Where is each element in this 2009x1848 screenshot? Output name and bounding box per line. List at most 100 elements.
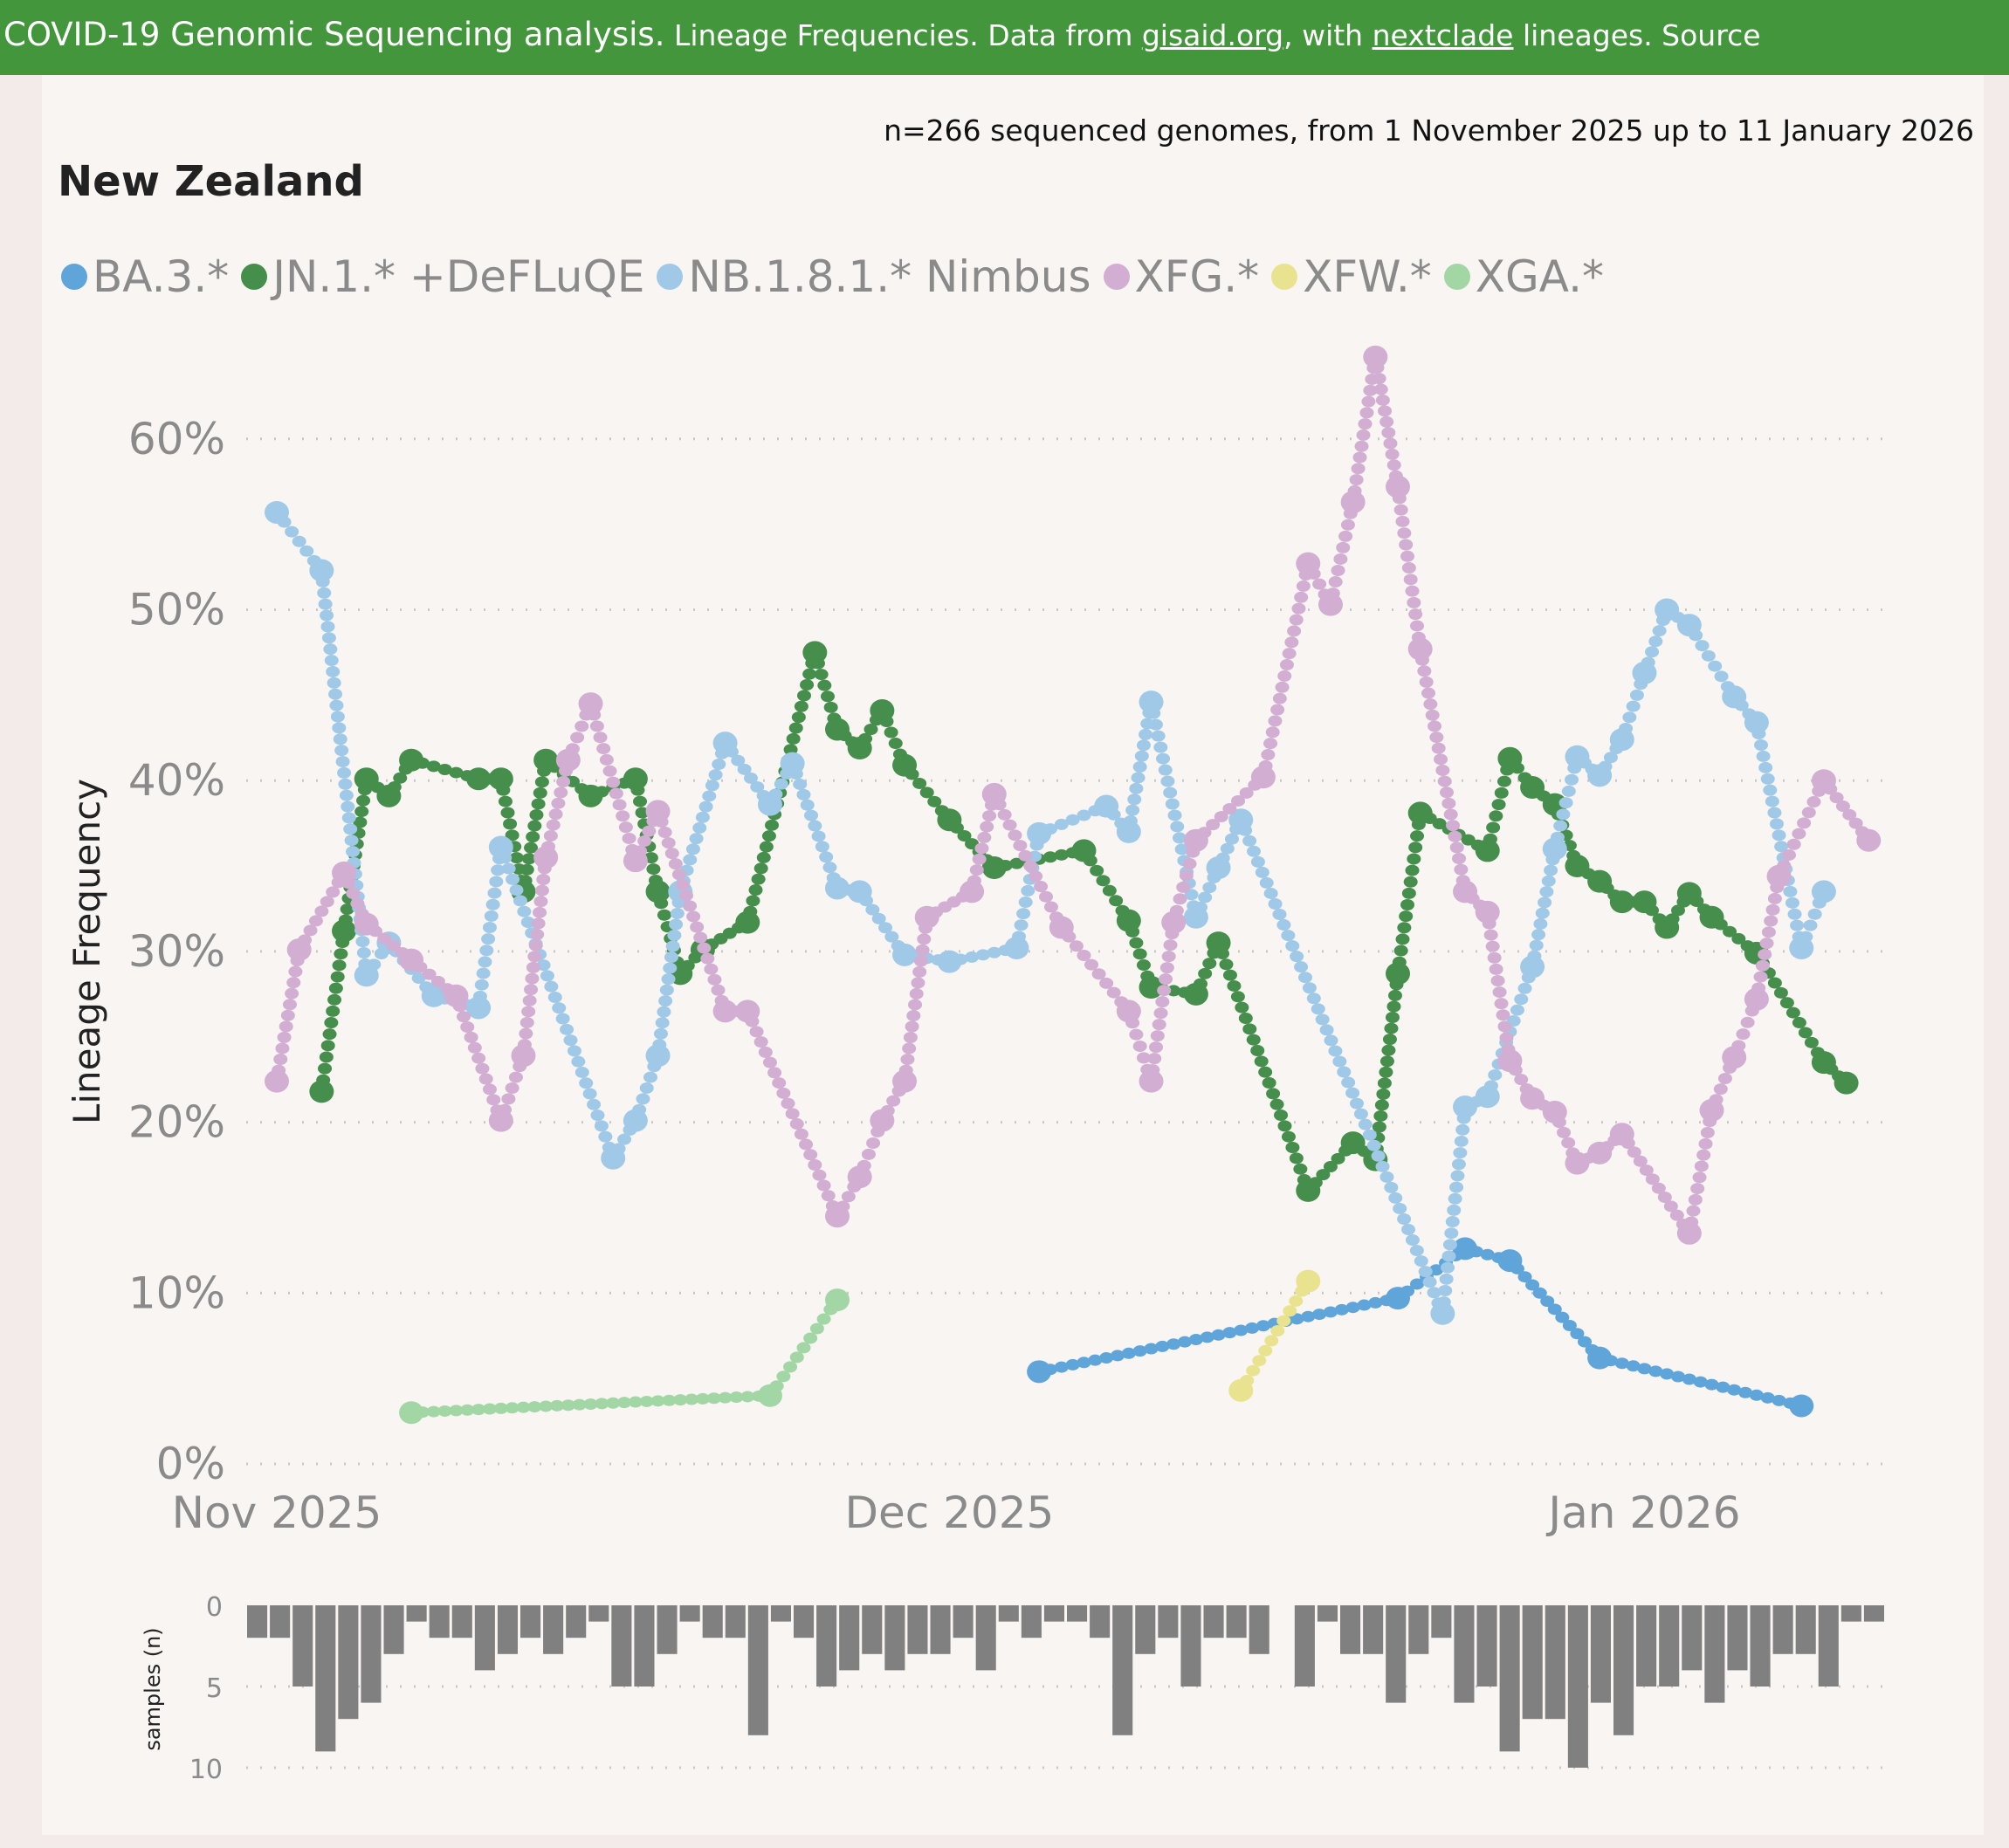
small-point bbox=[595, 1398, 609, 1410]
gisaid-link[interactable]: gisaid.org bbox=[1141, 18, 1284, 52]
data-point bbox=[1655, 916, 1680, 939]
small-point bbox=[437, 763, 452, 775]
small-point bbox=[330, 711, 345, 723]
small-point bbox=[467, 1041, 482, 1054]
data-point bbox=[1340, 1131, 1366, 1155]
small-point bbox=[609, 787, 623, 800]
small-point bbox=[1488, 1068, 1503, 1081]
small-point bbox=[759, 841, 774, 853]
small-point bbox=[1448, 1192, 1462, 1205]
small-point bbox=[1428, 720, 1442, 732]
small-point bbox=[1358, 418, 1373, 430]
data-point bbox=[847, 880, 872, 903]
legend-dot-icon bbox=[1271, 264, 1298, 290]
small-point bbox=[1155, 1340, 1170, 1352]
nextclade-link[interactable]: nextclade bbox=[1372, 18, 1514, 52]
small-point bbox=[1220, 842, 1235, 855]
small-point bbox=[1161, 951, 1176, 963]
small-point bbox=[1289, 1295, 1304, 1307]
legend-item[interactable]: BA.3.* bbox=[61, 251, 229, 302]
small-point bbox=[1496, 1009, 1510, 1021]
small-point bbox=[1009, 857, 1024, 869]
sample-bar bbox=[998, 1605, 1019, 1622]
header-title: COVID-19 Genomic Sequencing analysis. bbox=[3, 16, 665, 53]
small-point bbox=[555, 1013, 570, 1025]
small-point bbox=[657, 909, 671, 921]
small-point bbox=[1319, 1024, 1334, 1036]
small-point bbox=[393, 772, 408, 784]
small-point bbox=[1452, 853, 1467, 865]
small-point bbox=[1275, 681, 1290, 693]
data-point bbox=[399, 948, 424, 972]
small-point bbox=[972, 853, 987, 865]
small-point bbox=[705, 780, 719, 792]
small-point bbox=[671, 869, 686, 881]
small-point bbox=[583, 1398, 598, 1411]
small-point bbox=[781, 1097, 795, 1109]
legend-item[interactable]: JN.1.* +DeFLuQE bbox=[241, 251, 644, 302]
small-point bbox=[326, 886, 341, 898]
data-point bbox=[892, 753, 918, 777]
data-point bbox=[1609, 728, 1634, 752]
small-point bbox=[1198, 891, 1213, 903]
small-point bbox=[1054, 818, 1069, 830]
small-point bbox=[772, 1077, 787, 1089]
small-point bbox=[635, 807, 650, 819]
small-point bbox=[527, 820, 542, 832]
small-point bbox=[686, 910, 701, 923]
small-point bbox=[1539, 886, 1554, 898]
small-point bbox=[1131, 772, 1146, 784]
small-point bbox=[673, 1394, 688, 1406]
legend-item[interactable]: XGA.* bbox=[1443, 251, 1604, 302]
small-point bbox=[1692, 1171, 1707, 1184]
small-point bbox=[708, 769, 723, 781]
small-point bbox=[1449, 842, 1464, 854]
small-point bbox=[1147, 1053, 1162, 1065]
small-point bbox=[1792, 828, 1806, 840]
small-point bbox=[796, 788, 811, 800]
small-point bbox=[667, 930, 682, 942]
small-point bbox=[1174, 843, 1189, 855]
small-point bbox=[1797, 817, 1812, 829]
data-point bbox=[870, 698, 895, 722]
small-point bbox=[1198, 967, 1213, 979]
small-point bbox=[308, 915, 323, 927]
legend-item[interactable]: NB.1.8.1.* Nimbus bbox=[657, 251, 1091, 302]
small-point bbox=[796, 690, 811, 702]
small-point bbox=[516, 1401, 531, 1413]
data-point bbox=[1565, 745, 1590, 768]
legend-item[interactable]: XFG.* bbox=[1103, 251, 1259, 302]
small-point bbox=[505, 1082, 519, 1094]
small-point bbox=[1111, 1350, 1125, 1362]
legend-label: XFW.* bbox=[1303, 251, 1432, 302]
data-point bbox=[1386, 475, 1410, 498]
small-point bbox=[1427, 1287, 1441, 1299]
small-point bbox=[661, 837, 676, 849]
data-point bbox=[1296, 1269, 1321, 1293]
small-point bbox=[1235, 1001, 1249, 1013]
small-point bbox=[1106, 986, 1121, 999]
small-point bbox=[767, 1067, 782, 1079]
small-point bbox=[776, 1087, 791, 1099]
small-point bbox=[1167, 809, 1182, 821]
data-point bbox=[1027, 1360, 1052, 1384]
small-point bbox=[1686, 1205, 1701, 1217]
small-point bbox=[517, 905, 532, 917]
small-point bbox=[1352, 451, 1367, 464]
small-point bbox=[913, 955, 928, 967]
legend-item[interactable]: XFW.* bbox=[1271, 251, 1432, 302]
small-point bbox=[1633, 1155, 1648, 1167]
small-point bbox=[628, 1396, 643, 1408]
small-point bbox=[1296, 580, 1311, 592]
small-point bbox=[329, 699, 344, 711]
small-point bbox=[1328, 576, 1343, 588]
small-point bbox=[1663, 1200, 1678, 1213]
small-point bbox=[529, 809, 544, 821]
small-point bbox=[508, 1071, 523, 1083]
bar-y-tick-label: 10 bbox=[189, 1755, 223, 1785]
sample-bar bbox=[451, 1605, 472, 1638]
small-point bbox=[1323, 1306, 1338, 1318]
small-point bbox=[1077, 949, 1091, 961]
small-point bbox=[1349, 474, 1364, 486]
